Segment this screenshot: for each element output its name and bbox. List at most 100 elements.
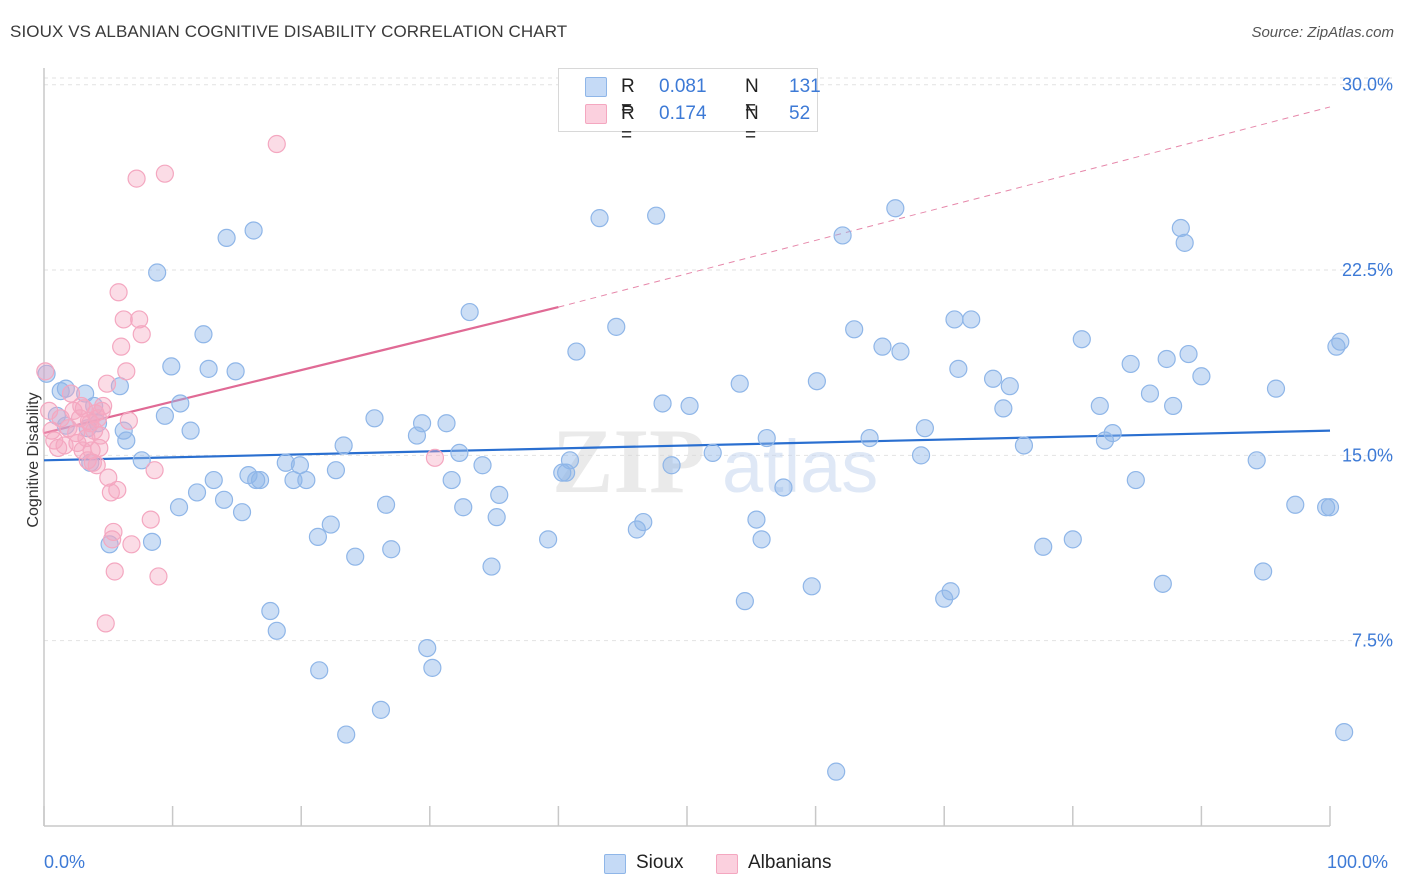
albanians-point	[61, 384, 81, 403]
sioux-point	[662, 456, 681, 475]
albanians-point	[94, 396, 113, 416]
sioux-point	[680, 396, 699, 416]
sioux-point	[886, 199, 905, 218]
sioux-point	[473, 456, 492, 475]
watermark-zip: ZIP	[552, 410, 705, 512]
sioux-point	[297, 470, 316, 490]
sioux-point	[382, 540, 401, 559]
sioux-point	[371, 700, 391, 719]
legend-n-value: 131	[789, 76, 821, 97]
legend-n-value: 52	[789, 103, 811, 124]
sioux-point	[365, 409, 384, 428]
albanians-point	[91, 426, 110, 445]
sioux-point	[199, 359, 218, 378]
sioux-point	[653, 394, 672, 413]
sioux-point	[634, 512, 653, 532]
sioux-point	[1121, 354, 1140, 374]
albanians-point	[155, 164, 174, 183]
albanians-point	[96, 614, 115, 633]
sioux-point	[1254, 562, 1273, 581]
legend-n-label: N =	[745, 76, 759, 119]
sioux-point	[873, 337, 892, 356]
sioux-point	[162, 357, 181, 376]
sioux-point	[232, 503, 252, 522]
sioux-point	[607, 317, 626, 336]
sioux-point	[539, 530, 558, 549]
sioux-point	[703, 443, 722, 462]
legend-label-albanians: Albanians	[748, 852, 832, 873]
sioux-point	[941, 582, 960, 601]
sioux-point	[1175, 233, 1194, 252]
sioux-point	[155, 406, 174, 425]
sioux-point	[226, 362, 245, 381]
albanians-point	[109, 283, 128, 302]
sioux-point	[376, 495, 396, 514]
sioux-point	[1266, 379, 1286, 398]
sioux-point	[321, 515, 340, 534]
albanians-point	[117, 362, 136, 381]
sioux-point	[187, 483, 207, 502]
sioux-point	[142, 532, 162, 551]
albanians-point	[119, 411, 138, 430]
albanians-point	[114, 310, 133, 329]
sioux-point	[1331, 332, 1350, 351]
legend-label-sioux: Sioux	[636, 852, 684, 873]
albanians-point	[104, 522, 123, 542]
y-tick-label: 22.5%	[1342, 260, 1393, 280]
albanians-point	[425, 448, 445, 467]
albanians-point	[67, 424, 86, 443]
y-tick-label: 30.0%	[1342, 75, 1393, 95]
sioux-point	[860, 428, 879, 448]
sioux-point	[1000, 377, 1019, 396]
albanians-point	[99, 468, 118, 487]
sioux-point	[132, 451, 151, 470]
sioux-point	[423, 658, 442, 677]
sioux-point	[1247, 451, 1266, 470]
sioux-point	[1140, 384, 1160, 403]
sioux-point	[915, 419, 935, 438]
sioux-point	[450, 443, 469, 462]
sioux-point	[983, 369, 1003, 388]
sioux-point	[214, 490, 234, 509]
sioux-point	[117, 431, 136, 450]
sioux-point	[1072, 330, 1091, 349]
sioux-point	[346, 547, 365, 566]
sioux-point	[418, 638, 437, 658]
albanians-point	[103, 530, 122, 549]
sioux-point	[757, 428, 776, 448]
sioux-point	[994, 399, 1013, 418]
sioux-point	[250, 470, 270, 490]
sioux-point	[412, 414, 432, 433]
legend-n-label: N =	[745, 103, 759, 146]
sioux-point	[1317, 498, 1336, 517]
sioux-point	[217, 228, 236, 248]
sioux-point	[1126, 470, 1145, 490]
sioux-point	[460, 302, 479, 322]
sioux-point	[1192, 367, 1211, 386]
sioux-point	[1179, 344, 1198, 364]
sioux-point	[181, 421, 200, 440]
sioux-point	[1014, 436, 1034, 455]
sioux-point	[911, 446, 931, 465]
sioux-point	[1153, 574, 1172, 593]
albanians-point	[122, 535, 141, 554]
sioux-point	[56, 379, 75, 398]
albanians-point	[149, 567, 168, 586]
legend-r-value: 0.174	[659, 103, 707, 124]
correlation-legend: R = 0.081 N = 131 R = 0.174 N = 52	[558, 68, 821, 146]
albanians-point	[72, 396, 91, 416]
albanians-point	[141, 510, 160, 529]
watermark-atlas: atlas	[722, 425, 878, 508]
sioux-point	[962, 310, 981, 329]
sioux-point	[454, 498, 473, 517]
sioux-point	[437, 414, 456, 433]
sioux-trend-line	[43, 429, 1331, 462]
albanians-point	[108, 480, 127, 500]
sioux-point	[171, 394, 190, 413]
sioux-point	[1320, 498, 1340, 517]
sioux-point	[827, 762, 846, 781]
sioux-point	[310, 661, 329, 680]
sioux-point	[326, 461, 346, 480]
data-points	[36, 134, 1354, 781]
